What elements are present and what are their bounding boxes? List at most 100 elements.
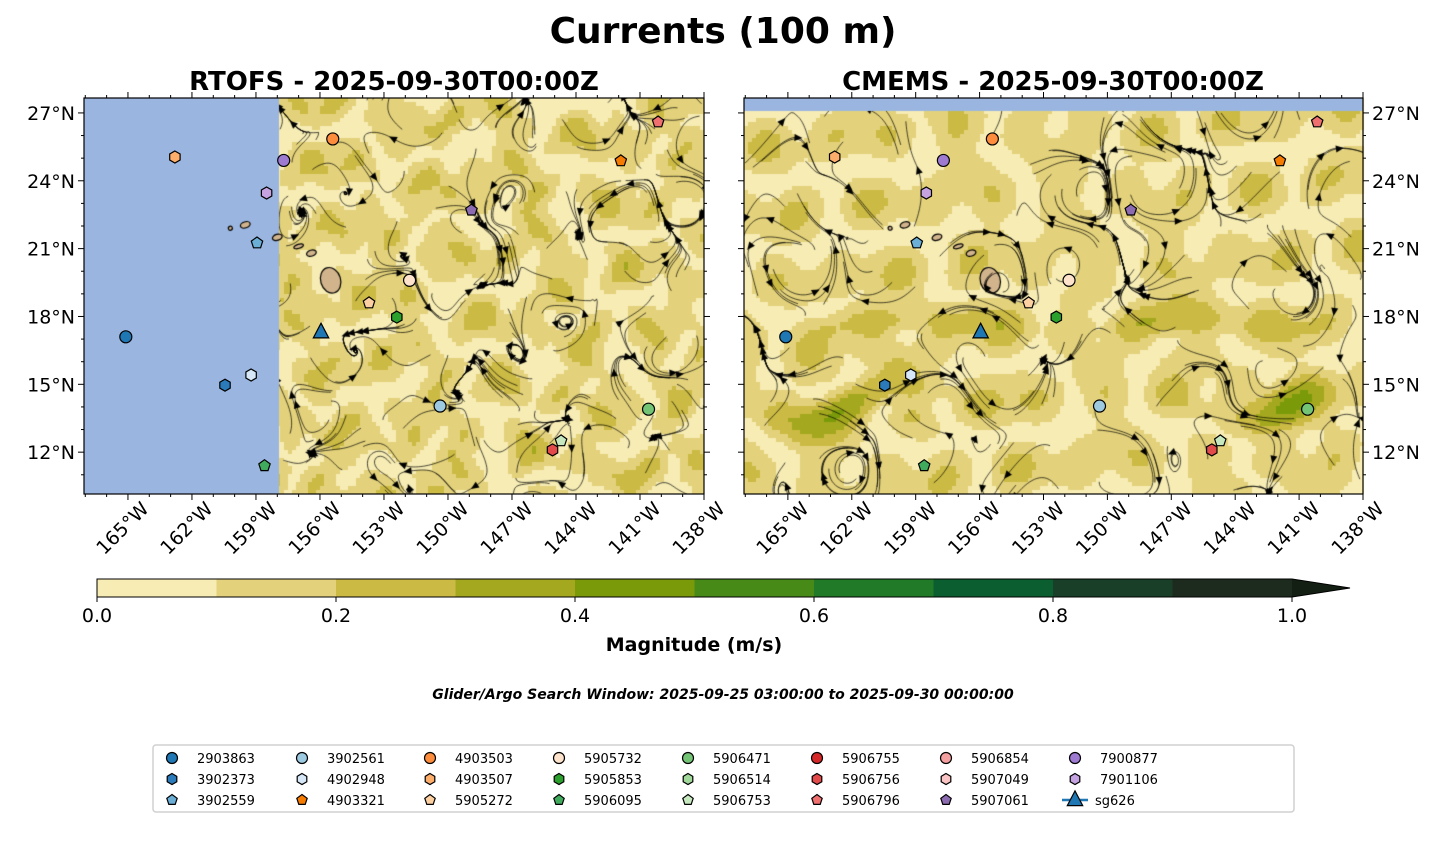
legend-item-3902373: 3902373 [166,772,255,788]
lon-tick-label: 141°W [1263,498,1324,559]
panel-title-rtofs: RTOFS - 2025-09-30T00:00Z [189,67,599,97]
platform-marker-5906471-circle-icon [641,402,656,416]
platform-marker-5906753-pentagon-icon [554,434,568,447]
legend-label: 5905272 [455,794,513,809]
colorbar-segment [336,579,456,597]
legend-hexagon-icon [166,772,178,786]
lat-tick-label: 12°N [27,442,75,464]
platform-marker-3902559-pentagon-icon [250,236,264,249]
colorbar-segment [97,579,217,597]
lon-tick-label: 147°W [1136,498,1197,559]
lat-tick-label: 27°N [27,103,75,125]
platform-marker-5906796-pentagon-icon [651,115,665,128]
platform-marker-5906095-pentagon-icon [917,458,931,472]
lon-tick-label: 159°W [880,498,941,559]
colorbar-label: Magnitude (m/s) [606,634,783,656]
lon-tick-label: 156°W [284,498,345,559]
legend-label: 5906471 [713,752,771,767]
lat-tick-label: 12°N [1372,442,1420,464]
platform-marker-7900877-circle-icon [277,153,291,168]
colorbar-segment [575,579,695,597]
colorbar: 0.0 0.2 0.4 0.6 0.8 1.0 [82,578,1351,627]
legend-item-5906471: 5906471 [681,751,771,767]
legend-label: 7901106 [1100,773,1158,788]
legend-pentagon-icon [940,793,952,806]
legend-item-7900877: 7900877 [1068,751,1158,767]
platform-marker-7901106-hexagon-icon [260,186,273,200]
legend-item-5907049: 5907049 [940,772,1029,788]
lon-tick-label: 153°W [1008,498,1069,559]
platform-marker-3902561-circle-icon [433,399,447,413]
legend-label: 3902373 [197,773,255,788]
platform-marker-5906471-circle-icon [1301,402,1315,416]
platform-marker-4902948-hexagon-icon [904,368,917,382]
panel-title-cmems: CMEMS - 2025-09-30T00:00Z [842,67,1264,97]
legend-label: 5906854 [971,752,1029,767]
colorbar-tick-label: 0.6 [799,605,829,627]
platform-marker-5905853-hexagon-icon [1050,310,1063,324]
legend-label: 7900877 [1100,752,1158,767]
legend-circle-icon [681,751,695,765]
legend-item-5905272: 5905272 [424,793,513,809]
legend-label: 5905853 [584,773,642,788]
legend-item-5905732: 5905732 [552,751,642,767]
platform-marker-5905732-circle-icon [1062,273,1076,287]
legend-pentagon-icon [166,793,178,806]
legend-pentagon-icon [424,793,436,806]
platform-marker-4903503-circle-icon [326,132,340,146]
platform-marker-5906756-hexagon-icon [546,443,559,457]
legend-item-5906796: 5906796 [811,793,900,809]
legend-circle-icon [295,751,309,765]
legend-triangle-icon [1066,789,1084,807]
legend-item-7901106: 7901106 [1069,772,1158,788]
platform-marker-3902561-circle-icon [1092,399,1107,413]
legend-circle-icon [939,751,953,765]
platform-marker-4903321-pentagon-icon [614,154,628,167]
legend-label: 4903503 [455,752,513,767]
figure-title: Currents (100 m) [550,11,897,52]
platform-marker-3902559-pentagon-icon [910,236,924,249]
platform-marker-5906796-pentagon-icon [1310,115,1324,128]
colorbar-segment [455,579,576,597]
legend-item-5906095: 5906095 [553,793,642,809]
platform-marker-5905853-hexagon-icon [391,310,403,324]
legend-item-5907061: 5907061 [940,793,1029,809]
legend-item-3902559: 3902559 [166,793,255,809]
lat-tick-label: 15°N [1372,374,1420,396]
colorbar-tick-label: 0.4 [560,605,590,627]
lon-tick-label: 159°W [220,498,281,559]
lon-tick-label: 138°W [1327,498,1388,559]
legend-item-5906753: 5906753 [682,793,771,809]
legend-label: 5906095 [584,794,642,809]
legend-label: 4903507 [455,773,513,788]
legend-item-5906756: 5906756 [811,772,900,788]
legend: 2903863 3902373 3902559 3902561 4902948 49033… [152,744,1295,813]
platform-marker-5907061-pentagon-icon [464,203,478,216]
platform-marker-4903507-hexagon-icon [169,150,181,164]
search-window-text: Glider/Argo Search Window: 2025-09-25 03… [432,687,1014,703]
legend-circle-icon [423,751,437,765]
colorbar-segment [1172,579,1293,597]
legend-item-5906755: 5906755 [810,751,900,767]
colorbar-tick-label: 0.0 [82,605,112,627]
lat-tick-label: 24°N [1372,171,1420,193]
lon-tick-label: 150°W [1072,498,1133,559]
colorbar-segment [694,579,815,597]
platform-marker-5905272-pentagon-icon [362,296,376,309]
lon-tick-label: 150°W [412,498,473,559]
colorbar-segment [814,579,934,597]
colorbar-tick-label: 1.0 [1277,605,1307,627]
lon-tick-label: 162°W [156,498,217,559]
platform-marker-5906756-hexagon-icon [1205,443,1218,457]
legend-item-3902561: 3902561 [295,751,385,767]
platform-marker-sg626-triangle-icon [312,321,330,339]
lon-tick-label: 144°W [1200,498,1261,559]
legend-pentagon-icon [296,793,308,806]
platform-marker-5906753-pentagon-icon [1213,434,1227,447]
colorbar-extend-arrow [1292,579,1350,597]
legend-hexagon-icon [940,772,952,786]
lon-tick-label: 153°W [348,498,409,559]
platform-marker-7901106-hexagon-icon [920,186,933,200]
legend-item-4902948: 4902948 [296,772,385,788]
platform-marker-5907061-pentagon-icon [1124,203,1138,216]
